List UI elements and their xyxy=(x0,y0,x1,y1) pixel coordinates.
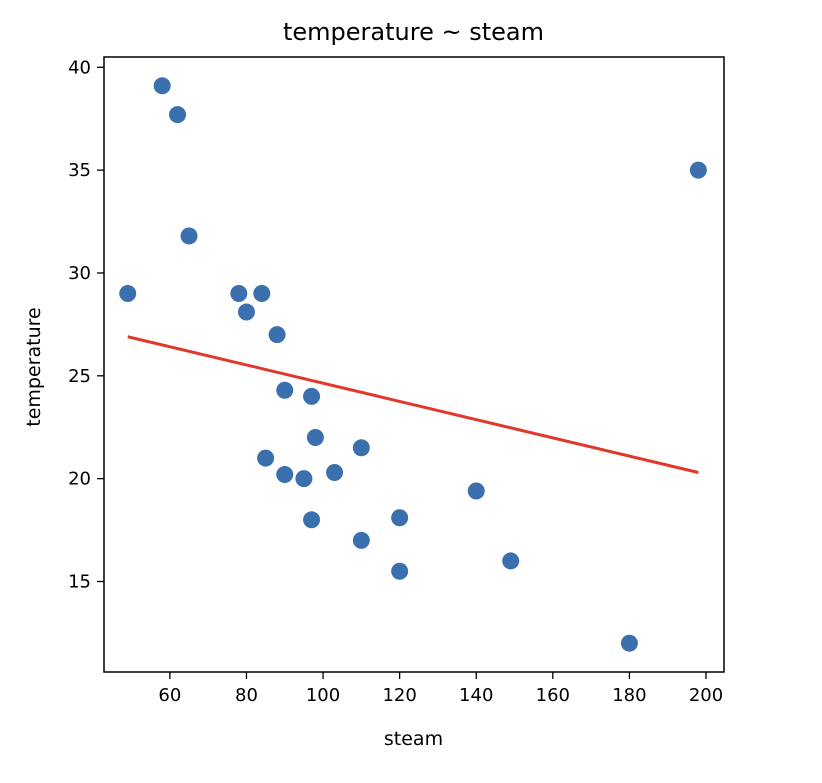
data-point xyxy=(326,463,344,481)
plot-area-frame xyxy=(103,56,725,673)
data-point xyxy=(253,285,271,303)
data-point xyxy=(268,326,286,344)
data-point xyxy=(237,303,255,321)
data-point xyxy=(620,634,638,652)
data-point xyxy=(230,285,248,303)
y-tick-label: 40 xyxy=(68,57,91,78)
data-point xyxy=(295,470,313,488)
data-point xyxy=(352,531,370,549)
data-point xyxy=(119,285,137,303)
y-axis-ticks: 15 20 25 30 35 40 xyxy=(68,57,104,592)
chart-title: temperature ~ steam xyxy=(283,18,544,46)
data-point xyxy=(306,429,324,447)
x-tick-label: 200 xyxy=(689,685,723,706)
x-tick-label: 60 xyxy=(158,685,181,706)
x-axis-label: steam xyxy=(384,728,443,750)
fit-line-layer xyxy=(127,335,699,474)
data-point xyxy=(153,77,171,95)
data-point xyxy=(276,466,294,484)
x-tick-label: 120 xyxy=(382,685,416,706)
y-axis-label: temperature xyxy=(23,307,45,426)
data-point xyxy=(352,439,370,457)
x-tick-label: 80 xyxy=(235,685,258,706)
regression-line xyxy=(127,335,699,474)
data-point xyxy=(391,562,409,580)
y-tick-label: 20 xyxy=(68,469,91,490)
y-tick-label: 25 xyxy=(68,366,91,387)
data-point xyxy=(257,449,275,467)
x-axis-ticks: 60 80 100 120 140 160 180 200 xyxy=(158,672,723,706)
points-layer xyxy=(119,77,707,652)
data-point xyxy=(689,161,707,179)
x-tick-label: 140 xyxy=(459,685,493,706)
data-point xyxy=(276,381,294,399)
x-tick-label: 100 xyxy=(306,685,340,706)
y-tick-label: 15 xyxy=(68,571,91,592)
x-tick-label: 180 xyxy=(612,685,646,706)
data-point xyxy=(502,552,520,570)
data-point xyxy=(169,106,187,124)
x-tick-label: 160 xyxy=(536,685,570,706)
data-point xyxy=(391,509,409,527)
y-tick-label: 30 xyxy=(68,263,91,284)
data-point xyxy=(303,387,321,405)
data-point xyxy=(467,482,485,500)
data-point xyxy=(303,511,321,529)
y-tick-label: 35 xyxy=(68,160,91,181)
data-point xyxy=(180,227,198,245)
